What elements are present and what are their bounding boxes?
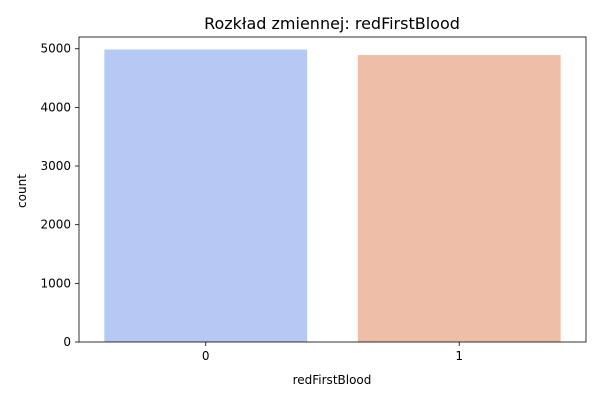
y-axis-ticks: 0 1000 2000 3000 4000 5000	[40, 42, 79, 349]
bars-group	[104, 49, 561, 343]
y-tick-label: 2000	[40, 218, 71, 232]
x-axis-label: redFirstBlood	[293, 373, 372, 387]
y-tick-label: 4000	[40, 100, 71, 114]
bar-0	[104, 49, 308, 342]
y-axis-label: count	[15, 174, 29, 208]
y-tick-label: 0	[63, 335, 71, 349]
x-tick-label: 0	[202, 349, 210, 363]
plot-frame	[78, 36, 587, 343]
y-tick-label: 5000	[40, 42, 71, 56]
y-tick-label: 3000	[40, 159, 71, 173]
chart-title: Rozkład zmiennej: redFirstBlood	[204, 14, 460, 33]
x-tick-label: 1	[455, 349, 463, 363]
y-tick-label: 1000	[40, 276, 71, 290]
bar-1	[357, 55, 561, 343]
